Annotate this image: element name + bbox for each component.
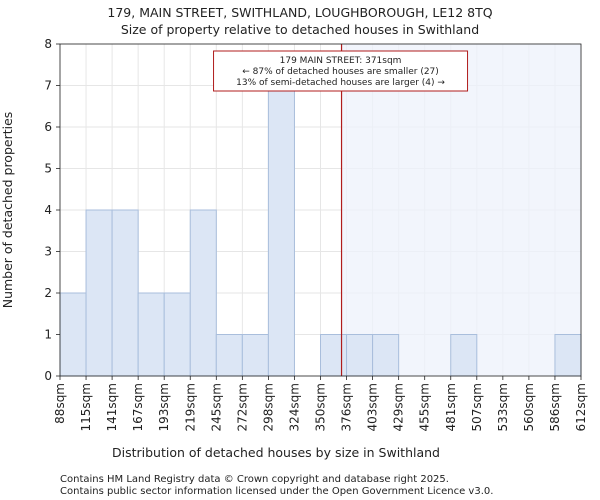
x-tick-label: 612sqm <box>574 383 588 431</box>
bar <box>137 292 165 377</box>
x-tick-label: 350sqm <box>314 383 328 431</box>
bars <box>59 85 582 377</box>
x-tick-label: 376sqm <box>340 383 354 431</box>
chart-subtitle: Size of property relative to detached ho… <box>121 22 479 37</box>
x-tick-label: 88sqm <box>53 383 67 424</box>
bar <box>320 334 348 377</box>
y-tick-label: 0 <box>44 369 52 383</box>
bar <box>59 292 87 377</box>
bar <box>346 334 374 377</box>
x-tick-label: 481sqm <box>444 383 458 431</box>
y-tick-label: 4 <box>44 203 52 217</box>
y-tick-label: 3 <box>44 245 52 259</box>
y-tick-label: 8 <box>44 37 52 51</box>
x-axis-label: Distribution of detached houses by size … <box>112 445 440 460</box>
x-tick-label: 219sqm <box>183 383 197 431</box>
larger-region-shading <box>341 44 581 376</box>
y-tick-label: 5 <box>44 162 52 176</box>
bar <box>450 334 478 377</box>
x-tick-label: 533sqm <box>496 383 510 431</box>
bar <box>267 85 295 377</box>
x-tick-label: 298sqm <box>261 383 275 431</box>
annotation-line-1: 179 MAIN STREET: 371sqm <box>280 56 402 66</box>
x-tick-label: 167sqm <box>131 383 145 431</box>
y-tick-label: 7 <box>44 79 52 93</box>
y-tick-label: 1 <box>44 328 52 342</box>
footer-line-2: Contains public sector information licen… <box>60 486 493 497</box>
x-tick-label: 560sqm <box>522 383 536 431</box>
bar <box>241 334 269 377</box>
bar <box>554 334 582 377</box>
annotation-border <box>213 50 469 92</box>
y-axis-ticks: 0 1 2 3 4 5 6 7 8 <box>44 37 60 383</box>
x-tick-label: 324sqm <box>287 383 301 431</box>
annotation-line-2: ← 87% of detached houses are smaller (27… <box>242 67 439 77</box>
chart-title: 179, MAIN STREET, SWITHLAND, LOUGHBOROUG… <box>107 5 492 20</box>
y-axis-label: Number of detached properties <box>0 112 15 309</box>
bar <box>189 209 217 377</box>
bar <box>111 209 139 377</box>
bar <box>163 292 191 377</box>
x-tick-label: 245sqm <box>209 383 223 431</box>
x-tick-label: 507sqm <box>470 383 484 431</box>
x-tick-label: 403sqm <box>366 383 380 431</box>
x-tick-label: 141sqm <box>105 383 119 431</box>
x-tick-label: 455sqm <box>418 383 432 431</box>
bar <box>372 334 400 377</box>
bar <box>85 209 113 377</box>
footer-line-1: Contains HM Land Registry data © Crown c… <box>60 474 449 485</box>
x-tick-label: 429sqm <box>392 383 406 431</box>
x-tick-label: 586sqm <box>548 383 562 431</box>
bar <box>215 334 243 377</box>
annotation-box: 179 MAIN STREET: 371sqm ← 87% of detache… <box>213 50 469 92</box>
x-tick-label: 193sqm <box>157 383 171 431</box>
x-tick-label: 272sqm <box>235 383 249 431</box>
y-tick-label: 2 <box>44 286 52 300</box>
y-tick-label: 6 <box>44 120 52 134</box>
annotation-line-3: 13% of semi-detached houses are larger (… <box>236 78 445 88</box>
x-tick-label: 115sqm <box>79 383 93 431</box>
x-axis-ticks: 88sqm 115sqm 141sqm 167sqm 193sqm 219sqm 245sq… <box>53 376 588 431</box>
